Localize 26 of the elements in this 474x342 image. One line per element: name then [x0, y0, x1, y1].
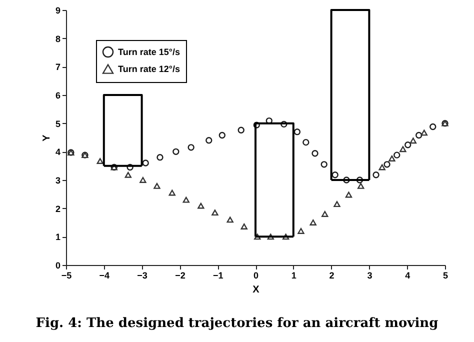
x-tick-label: 0 — [253, 270, 259, 280]
y-tick-label: 2 — [55, 204, 60, 214]
x-tick-label: 5 — [442, 270, 448, 280]
y-tick-label: 4 — [55, 147, 60, 158]
x-tick-label: −3 — [137, 270, 148, 280]
y-tick-label: 9 — [55, 6, 60, 16]
x-tick-label: −4 — [99, 270, 110, 280]
legend-label: Turn rate 12°/s — [118, 64, 180, 74]
x-tick-label: −2 — [175, 270, 186, 280]
y-tick-label: 7 — [55, 62, 60, 72]
x-tick-label: −1 — [212, 270, 224, 280]
x-tick-label: −5 — [61, 270, 72, 280]
y-axis-title: Y — [41, 134, 52, 142]
x-tick-label: 3 — [367, 270, 372, 280]
y-tick-label: 0 — [55, 260, 60, 270]
x-tick-label: 1 — [291, 270, 296, 280]
y-tick-label: 8 — [55, 34, 60, 44]
y-tick-label: 6 — [55, 90, 60, 100]
caption: Fig. 4: The designed trajectories for an aircraft moving — [34, 316, 440, 331]
legend-label: Turn rate 15°/s — [118, 47, 180, 57]
x-tick-label: 4 — [405, 270, 410, 280]
x-axis-title: X — [252, 284, 260, 296]
x-tick-label: 2 — [329, 270, 334, 280]
y-tick-label: 3 — [55, 176, 60, 186]
y-tick-label: 1 — [55, 232, 60, 242]
y-tick-label: 5 — [55, 118, 60, 129]
